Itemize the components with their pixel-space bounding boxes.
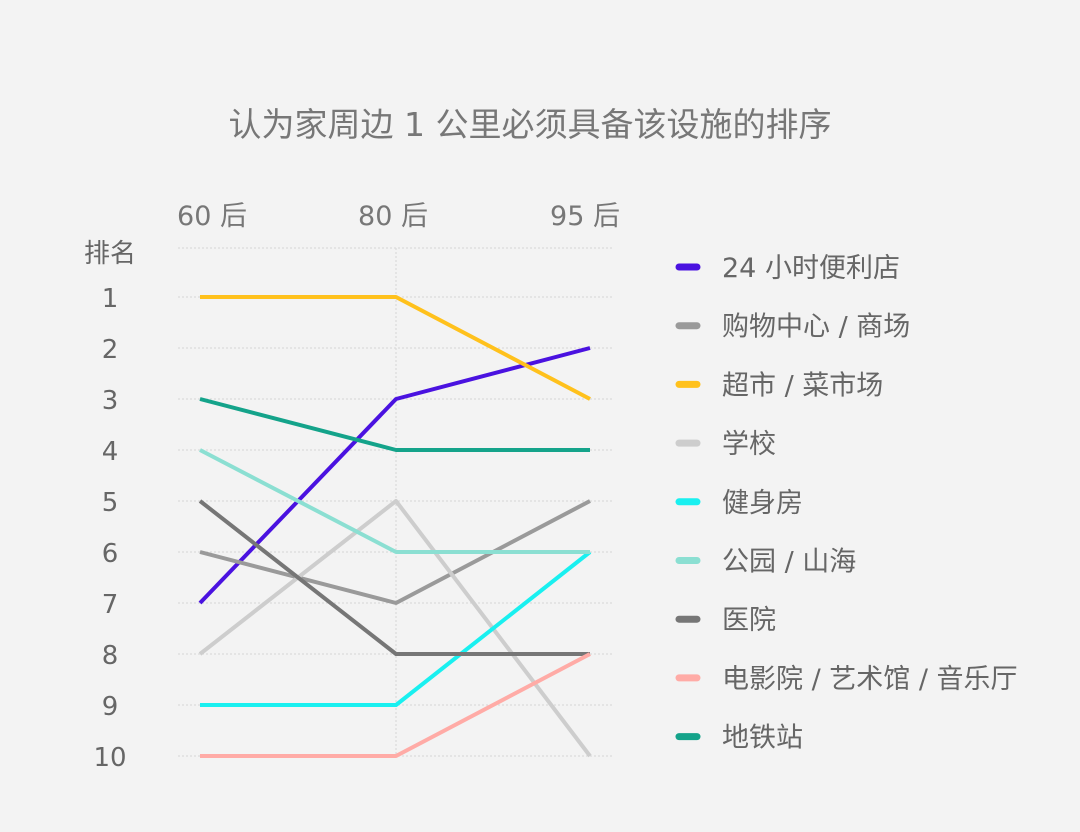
column-labels: 60 后 80 后 95 后 [177, 201, 620, 232]
rank-label-9: 9 [102, 692, 119, 722]
rank-label-8: 8 [102, 641, 119, 671]
rank-tick-labels: 1 2 3 4 5 6 7 8 9 10 [93, 284, 126, 773]
legend-label-1: 购物中心 / 商场 [722, 312, 910, 343]
series-line-0 [198, 346, 591, 605]
legend-label-5: 公园 / 山海 [722, 547, 856, 578]
legend-label-6: 医院 [722, 605, 776, 636]
column-label-0: 60 后 [177, 201, 247, 232]
legend-label-8: 地铁站 [722, 723, 803, 754]
column-label-2: 95 后 [550, 201, 620, 232]
rank-label-10: 10 [93, 743, 126, 773]
rank-label-5: 5 [102, 488, 119, 518]
series-line-4 [200, 550, 592, 707]
series-line-6 [198, 499, 590, 656]
rank-label-1: 1 [102, 284, 119, 314]
chart-title: 认为家周边 1 公里必须具备该设施的排序 [229, 105, 832, 144]
rank-label-6: 6 [102, 539, 119, 569]
legend-label-0: 24 小时便利店 [722, 253, 900, 284]
legend-label-4: 健身房 [722, 488, 803, 519]
rank-label-7: 7 [102, 590, 119, 620]
series-line-5 [199, 448, 590, 554]
rank-label-4: 4 [102, 437, 119, 467]
y-axis-label: 排名 [84, 239, 136, 269]
rank-label-3: 3 [102, 386, 119, 416]
column-label-1: 80 后 [358, 201, 428, 232]
series-line-1 [199, 499, 591, 605]
legend-label-3: 学校 [722, 429, 776, 460]
series-line-3 [198, 499, 592, 758]
rank-label-2: 2 [102, 335, 119, 365]
series-lines [198, 295, 592, 758]
series-line-2 [200, 295, 591, 401]
series-line-7 [200, 652, 591, 758]
legend-label-2: 超市 / 菜市场 [722, 370, 883, 401]
series-line-8 [199, 397, 590, 452]
legend-label-7: 电影院 / 艺术馆 / 音乐厅 [722, 664, 1018, 695]
